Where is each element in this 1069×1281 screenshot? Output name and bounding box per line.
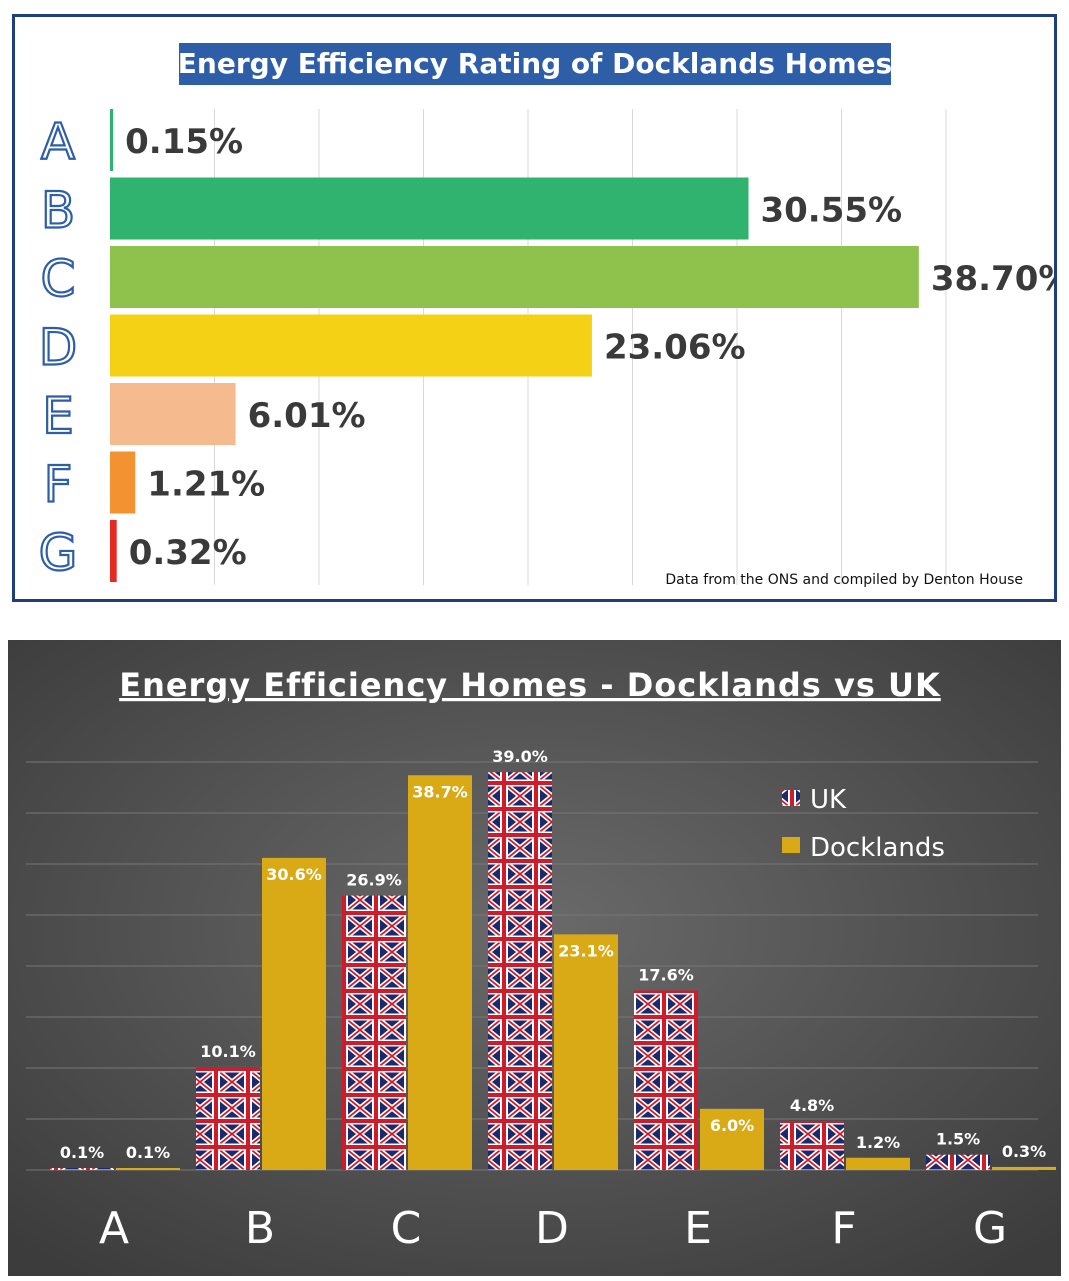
- docklands-bar: [116, 1168, 180, 1170]
- rating-value-label: 30.55%: [760, 191, 902, 231]
- comparison-category-label: A: [99, 1203, 129, 1254]
- uk-bar: [196, 1066, 260, 1170]
- rating-bar: [110, 109, 114, 171]
- comparison-category-label: B: [245, 1203, 275, 1254]
- uk-bar: [780, 1121, 844, 1170]
- rating-bar: [110, 383, 236, 445]
- legend-docklands-swatch: [782, 837, 800, 853]
- docklands-bar: [700, 1108, 764, 1170]
- rating-chart-title-bg: [179, 43, 891, 85]
- docklands-value-label: 1.2%: [856, 1133, 900, 1152]
- comparison-category-label: C: [391, 1203, 422, 1254]
- uk-value-label: 4.8%: [790, 1096, 834, 1115]
- comparison-category-label: F: [831, 1203, 856, 1254]
- rating-chart-title: Energy Efficiency Rating of Docklands Ho…: [178, 47, 892, 80]
- uk-bar: [634, 990, 698, 1170]
- legend-uk-swatch: [782, 790, 800, 806]
- rating-chart-svg: Energy Efficiency Rating of Docklands Ho…: [38, 43, 1069, 588]
- rating-value-label: 38.70%: [931, 259, 1054, 299]
- docklands-value-label: 30.6%: [266, 865, 322, 884]
- rating-bar: [110, 314, 592, 377]
- comparison-category-label: E: [684, 1203, 712, 1254]
- rating-category-label: F: [44, 456, 73, 514]
- rating-bar: [110, 451, 136, 514]
- docklands-value-label: 6.0%: [710, 1116, 754, 1135]
- uk-bar: [488, 772, 552, 1170]
- docklands-value-label: 38.7%: [412, 782, 468, 801]
- docklands-bar: [846, 1157, 910, 1170]
- comparison-chart-legend: UK Docklands: [782, 785, 945, 863]
- rating-bar: [110, 177, 749, 240]
- rating-category-label: G: [39, 524, 78, 582]
- uk-bar: [926, 1154, 990, 1170]
- docklands-bar: [408, 775, 472, 1170]
- uk-value-label: 39.0%: [492, 747, 548, 766]
- rating-value-label: 23.06%: [604, 328, 746, 368]
- legend-uk-label: UK: [810, 785, 847, 815]
- rating-value-label: 0.15%: [125, 122, 243, 162]
- uk-value-label: 17.6%: [638, 965, 694, 984]
- rating-category-label: E: [42, 387, 74, 445]
- rating-category-label: C: [41, 250, 76, 308]
- comparison-category-label: D: [535, 1203, 569, 1254]
- docklands-bar: [992, 1166, 1056, 1170]
- rating-value-label: 6.01%: [248, 396, 366, 436]
- docklands-bar: [262, 857, 326, 1170]
- comparison-category-label: G: [973, 1203, 1007, 1254]
- legend-docklands-label: Docklands: [810, 833, 945, 863]
- comparison-chart: Energy Efficiency Homes - Docklands vs U…: [8, 640, 1061, 1276]
- rating-category-label: A: [41, 113, 75, 171]
- docklands-value-label: 0.3%: [1002, 1142, 1046, 1161]
- uk-bar: [342, 895, 406, 1170]
- rating-value-label: 1.21%: [147, 465, 265, 505]
- docklands-bar: [554, 934, 618, 1170]
- docklands-value-label: 23.1%: [558, 941, 614, 960]
- rating-chart-source-note: Data from the ONS and compiled by Denton…: [665, 572, 1023, 588]
- uk-value-label: 0.1%: [60, 1143, 104, 1162]
- rating-bar: [110, 520, 117, 582]
- uk-bar: [50, 1168, 114, 1170]
- rating-value-label: 0.32%: [129, 533, 247, 573]
- docklands-value-label: 0.1%: [126, 1143, 170, 1162]
- rating-chart: Energy Efficiency Rating of Docklands Ho…: [12, 14, 1069, 602]
- rating-category-label: B: [41, 182, 75, 240]
- uk-value-label: 26.9%: [346, 871, 402, 890]
- uk-value-label: 1.5%: [936, 1130, 980, 1149]
- rating-category-label: D: [39, 319, 78, 377]
- rating-bar: [110, 246, 919, 308]
- comparison-chart-title: Energy Efficiency Homes - Docklands vs U…: [119, 666, 941, 704]
- uk-value-label: 10.1%: [200, 1042, 256, 1061]
- comparison-chart-svg: Energy Efficiency Homes - Docklands vs U…: [8, 640, 1061, 1276]
